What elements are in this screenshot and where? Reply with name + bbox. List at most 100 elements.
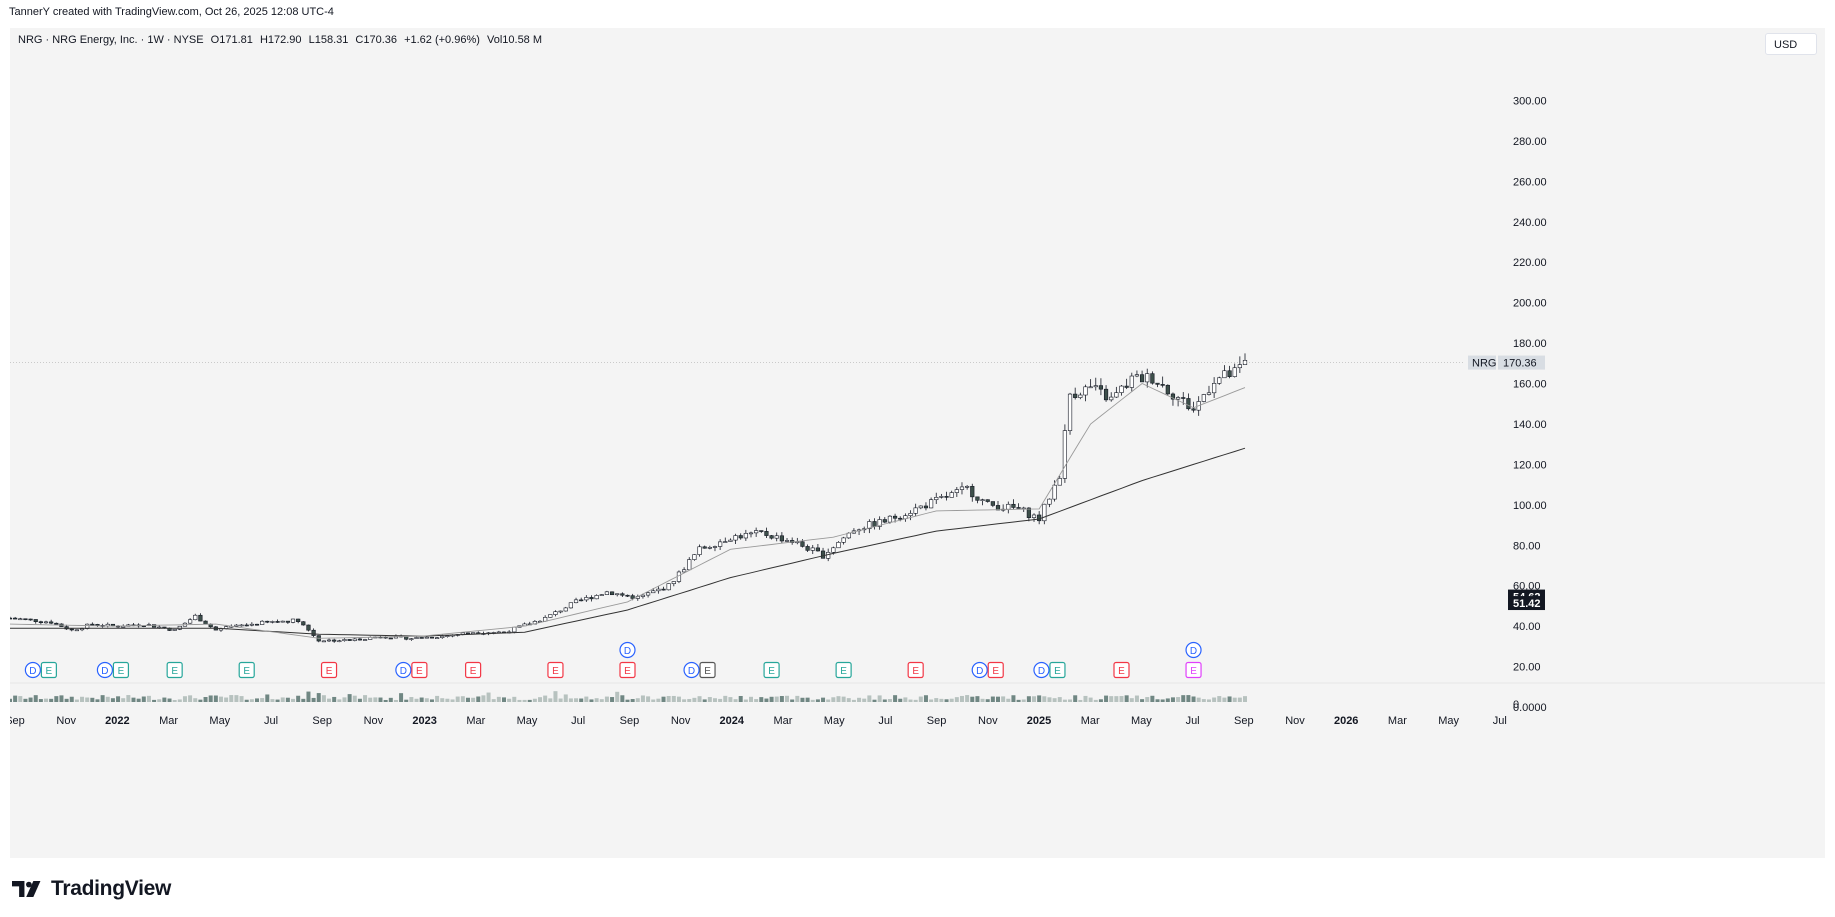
volume-bar	[38, 699, 43, 702]
candle-body	[923, 505, 929, 509]
legend-open: O171.81	[210, 34, 253, 46]
volume-bar	[548, 698, 553, 702]
candle-body	[645, 592, 651, 596]
candle-body	[1181, 397, 1186, 399]
candle-body	[69, 628, 74, 631]
volume-bar	[733, 699, 738, 702]
candle-body	[733, 535, 738, 541]
candle-body	[1201, 394, 1206, 402]
volume-bar	[877, 695, 882, 702]
volume-bar	[327, 698, 332, 702]
tradingview-brand[interactable]: TradingView	[11, 877, 171, 901]
volume-bar	[213, 695, 218, 702]
candle-body	[445, 635, 450, 637]
candle-body	[594, 595, 599, 600]
candle-body	[573, 599, 579, 604]
candle-body	[630, 595, 635, 599]
volume-bar	[33, 695, 38, 702]
candle-body	[568, 602, 573, 609]
volume-bar	[1160, 699, 1165, 702]
volume-bar	[1124, 695, 1129, 702]
volume-bar	[496, 696, 501, 702]
earnings-marker	[40, 661, 57, 679]
volume-bar	[136, 698, 141, 702]
x-tick-label: Jul	[1186, 715, 1200, 727]
volume-bar	[121, 698, 126, 702]
price-chart[interactable]: 300.00 280.00 260.00 240.00 220.00 200.00 180.…	[10, 28, 1825, 858]
candle-body	[702, 546, 707, 549]
volume-bar	[640, 695, 645, 702]
candle-body	[1078, 394, 1083, 398]
volume-bar	[1196, 697, 1201, 702]
chart-area[interactable]: 300.00 280.00 260.00 240.00 220.00 200.00 180.…	[10, 28, 1825, 858]
candle-body	[810, 547, 815, 551]
candle-body	[929, 499, 934, 509]
volume-bar	[754, 699, 759, 702]
candle-body	[609, 591, 615, 596]
candle-body	[419, 637, 424, 639]
volume-bar	[815, 699, 820, 702]
earnings-marker-label: E	[704, 666, 711, 677]
volume-bar	[126, 695, 131, 702]
volume-bar	[1186, 695, 1191, 702]
volume-bar	[527, 699, 532, 702]
volume-bar	[1140, 699, 1145, 702]
volume-bar	[882, 699, 887, 702]
candle-body	[939, 496, 944, 498]
chart-credit: TannerY created with TradingView.com, Oc…	[9, 6, 334, 18]
currency-button[interactable]: USD	[1765, 33, 1817, 55]
x-tick-label: Sep	[312, 715, 332, 727]
volume-bar	[908, 699, 913, 702]
candle-body	[754, 530, 759, 534]
volume-bar	[887, 699, 892, 702]
dividend-marker-label: D	[1190, 646, 1197, 657]
earnings-marker	[112, 661, 130, 679]
volume-bar	[1217, 696, 1222, 702]
candle-body	[934, 497, 939, 501]
volume-bar	[661, 696, 666, 702]
volume-bar	[1026, 696, 1031, 702]
candle-body	[285, 620, 290, 623]
dividend-marker	[971, 661, 988, 679]
volume-bar	[100, 695, 105, 702]
volume-bar	[810, 699, 815, 702]
x-tick-label: Nov	[671, 715, 691, 727]
candle-body	[589, 597, 594, 600]
candle-body	[743, 533, 748, 539]
candle-body	[337, 640, 342, 643]
volume-bar	[419, 697, 424, 702]
volume-bar	[702, 699, 707, 702]
volume-bar	[146, 695, 151, 702]
x-tick-label: May	[1131, 715, 1152, 727]
x-tick-label: Mar	[774, 715, 793, 727]
candle-body	[1062, 430, 1067, 479]
candle-body	[1155, 382, 1160, 385]
volume-bar	[630, 699, 635, 702]
volume-bar	[28, 697, 33, 702]
x-tick-label: 2023	[412, 715, 436, 727]
volume-bar	[1165, 698, 1170, 702]
earnings-marker	[907, 661, 924, 679]
volume-bar	[1232, 697, 1237, 702]
y-tick-label: 80.00	[1513, 540, 1541, 552]
volume-bar	[491, 699, 496, 702]
candle-body	[10, 617, 13, 620]
volume-bar	[707, 697, 712, 702]
volume-bar	[234, 695, 239, 702]
candle-body	[1016, 507, 1021, 509]
y-tick-label: 20.00	[1513, 662, 1541, 674]
candle-body	[651, 590, 656, 594]
volume-bar	[10, 698, 12, 702]
volume-bar	[1037, 695, 1042, 702]
volume-bar	[1237, 697, 1242, 702]
volume-bar	[1068, 699, 1073, 702]
candle-body	[33, 619, 38, 622]
y-tick-label: 300.00	[1513, 95, 1547, 107]
candle-body	[1103, 388, 1109, 401]
candle-body	[820, 550, 826, 559]
candle-body	[1129, 375, 1134, 388]
candle-body	[311, 629, 316, 636]
volume-bar	[553, 691, 558, 702]
volume-bar	[790, 699, 795, 702]
volume-bar	[1206, 699, 1211, 702]
